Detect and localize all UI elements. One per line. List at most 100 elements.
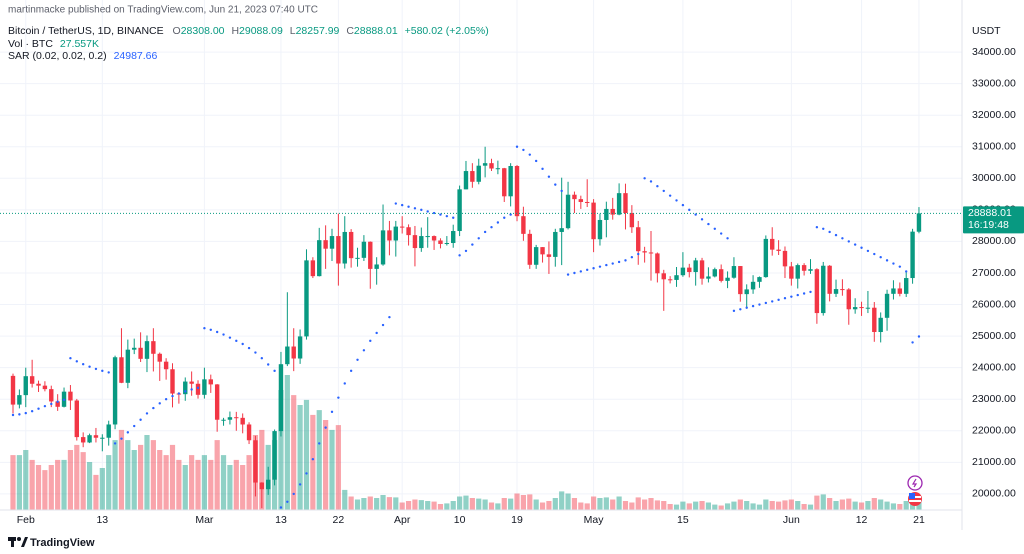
volume-bar bbox=[93, 474, 99, 510]
sar-dot bbox=[637, 252, 640, 256]
sar-dot bbox=[649, 180, 653, 183]
volume-bar bbox=[610, 499, 616, 510]
sar-dot bbox=[247, 346, 251, 350]
legend-ohlc: Bitcoin / TetherUS, 1D, BINANCE O28308.0… bbox=[8, 25, 489, 37]
candle-body bbox=[725, 277, 730, 281]
candle-body bbox=[463, 171, 469, 190]
candle-body bbox=[266, 479, 271, 490]
candle-body bbox=[323, 240, 328, 249]
sar-dot bbox=[75, 360, 79, 363]
legend-sar: SAR (0.02, 0.02, 0.2) 24987.66 bbox=[8, 50, 158, 62]
volume-bar bbox=[380, 495, 386, 510]
volume-bar bbox=[782, 500, 788, 510]
volume-bar bbox=[884, 501, 890, 510]
sar-dot bbox=[739, 308, 742, 311]
volume-bar bbox=[67, 450, 74, 510]
candle-body bbox=[68, 391, 73, 401]
ohlc-value: 28888.01 bbox=[354, 25, 398, 37]
volume-bar bbox=[578, 502, 584, 510]
currency: USDT bbox=[972, 25, 1001, 37]
candle-body bbox=[476, 165, 481, 182]
volume-bar bbox=[86, 462, 93, 510]
volume-bar bbox=[744, 501, 750, 510]
candle-body bbox=[151, 341, 156, 354]
volume-bar bbox=[425, 501, 431, 510]
volume-bar bbox=[718, 505, 724, 510]
sar-dot bbox=[898, 265, 902, 268]
volume-bar bbox=[584, 503, 590, 510]
candle-body bbox=[425, 236, 430, 238]
price-tag-value: 28888.01 bbox=[968, 207, 1012, 219]
volume-bar bbox=[527, 494, 533, 510]
sar-dot bbox=[579, 270, 583, 273]
volume-bar bbox=[450, 501, 456, 510]
sar-dot bbox=[158, 402, 161, 405]
volume-bar bbox=[354, 499, 361, 510]
candle-body bbox=[457, 189, 462, 232]
candle-body bbox=[17, 395, 22, 405]
candle-body bbox=[565, 194, 571, 229]
volume-bar bbox=[342, 489, 348, 510]
volume-bar bbox=[195, 459, 201, 510]
volume-bar bbox=[590, 496, 597, 510]
volume-bar bbox=[661, 501, 667, 510]
sar-dot bbox=[94, 367, 98, 371]
volume-bar bbox=[673, 504, 680, 510]
sar-dot bbox=[30, 410, 34, 413]
volume-bar bbox=[820, 494, 826, 510]
volume-bar bbox=[559, 491, 565, 510]
y-tick-label: 20000.00 bbox=[972, 488, 1016, 500]
volume-bar bbox=[737, 499, 743, 510]
candle-body bbox=[629, 213, 635, 228]
sar-dot bbox=[834, 233, 838, 237]
volume-bar bbox=[112, 440, 118, 510]
sar-dot bbox=[388, 315, 391, 319]
candle-body bbox=[163, 361, 169, 370]
volume-bar bbox=[412, 499, 418, 510]
volume-bar bbox=[131, 450, 137, 510]
volume-bar bbox=[61, 459, 67, 510]
volume-bar bbox=[693, 501, 699, 510]
sar-dot bbox=[126, 431, 130, 434]
sar-dot bbox=[885, 259, 889, 262]
sar-dot bbox=[707, 222, 710, 226]
x-tick-label: 15 bbox=[677, 514, 689, 526]
volume-bar bbox=[399, 502, 405, 510]
volume-bar bbox=[284, 375, 290, 510]
y-tick-label: 34000.00 bbox=[972, 46, 1016, 58]
candle-body bbox=[29, 376, 35, 384]
sar-dot bbox=[809, 290, 812, 294]
flag-icon[interactable] bbox=[908, 492, 922, 506]
volume-bar bbox=[259, 429, 265, 510]
y-tick-label: 28000.00 bbox=[972, 235, 1016, 247]
sar-dot bbox=[292, 492, 295, 496]
volume-bar bbox=[476, 498, 482, 510]
candle-body bbox=[119, 357, 124, 383]
volume-bar bbox=[150, 440, 156, 510]
volume-bar bbox=[878, 499, 884, 510]
candle-body bbox=[680, 267, 686, 276]
candle-body bbox=[642, 251, 647, 253]
candle-body bbox=[904, 278, 909, 294]
sar-dot bbox=[828, 230, 831, 234]
candle-body bbox=[591, 202, 596, 240]
sar-dot bbox=[426, 210, 429, 213]
volume-bar bbox=[74, 444, 80, 510]
event-icon[interactable] bbox=[907, 475, 923, 491]
sar-dot bbox=[101, 369, 104, 373]
brand-logo[interactable] bbox=[8, 537, 28, 547]
volume-bar bbox=[795, 501, 801, 510]
volume-bar bbox=[846, 498, 852, 510]
sar-dot bbox=[164, 398, 168, 401]
volume-bar bbox=[616, 496, 622, 510]
volume-bar bbox=[233, 459, 239, 510]
sar-dot bbox=[420, 208, 423, 212]
y-tick-label: 24000.00 bbox=[972, 361, 1016, 373]
volume-bar bbox=[571, 498, 578, 510]
sar-dot bbox=[375, 331, 378, 335]
sar-dot bbox=[719, 232, 723, 235]
sar-dot bbox=[573, 271, 576, 275]
candle-body bbox=[897, 288, 903, 294]
volume-bar bbox=[361, 498, 367, 510]
